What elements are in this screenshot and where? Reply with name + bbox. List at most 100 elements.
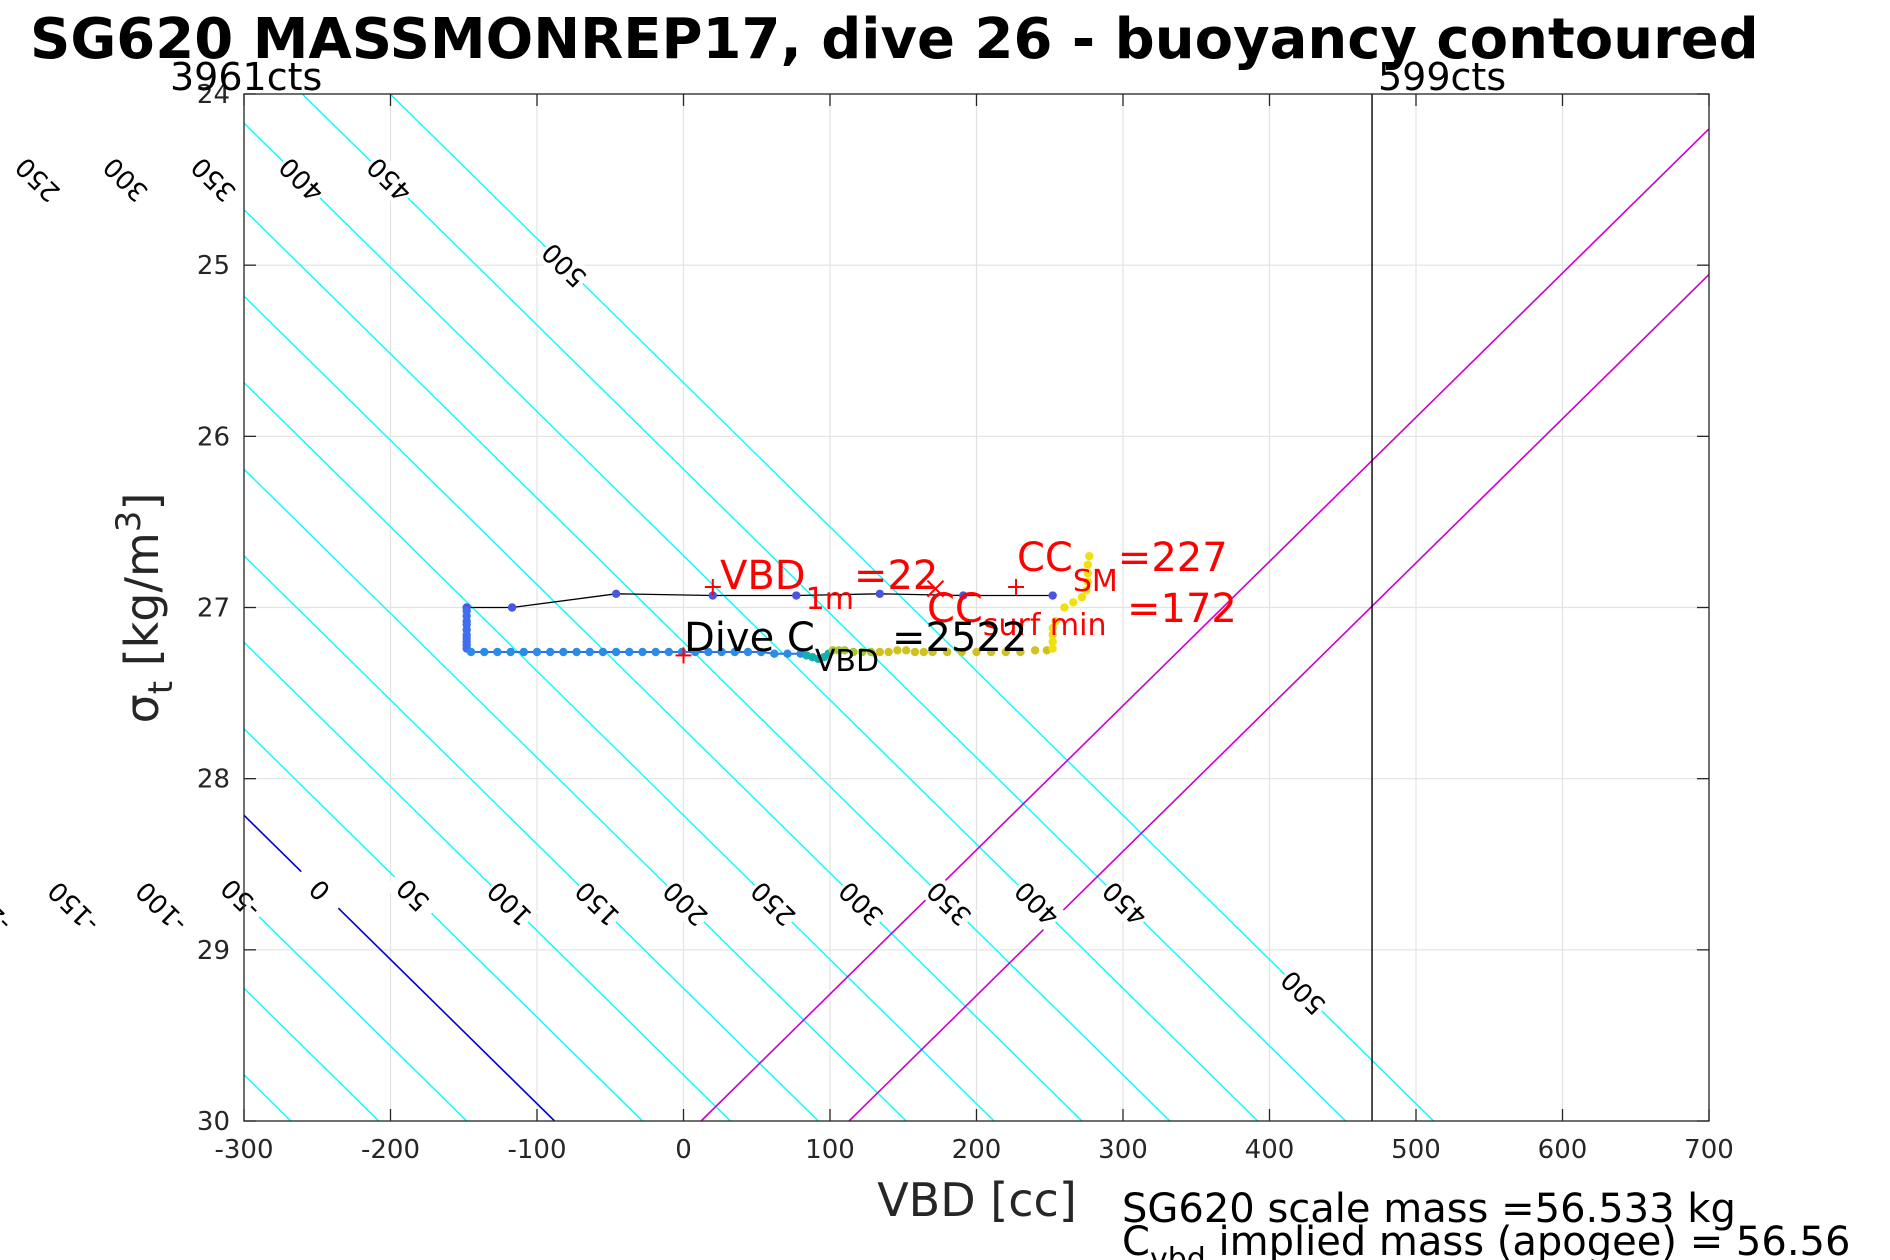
contour-label-bg	[9, 151, 67, 208]
dive-point	[919, 647, 928, 657]
ccsurf-annotation: CCsurf min	[927, 586, 1107, 643]
dive-point	[638, 647, 647, 657]
contour-line	[244, 900, 468, 1121]
dive-point	[651, 647, 660, 657]
contour-label-bg	[569, 875, 626, 932]
zero-buoyancy-line	[244, 814, 556, 1121]
x-tick-label: 200	[952, 1135, 1002, 1165]
dive-point	[928, 647, 937, 657]
contour-label-bg	[212, 870, 269, 927]
dive-points	[462, 551, 1094, 664]
contour-label: -200	[0, 875, 18, 938]
dive-point	[585, 647, 594, 657]
dive-point	[572, 647, 581, 657]
dive-point	[730, 647, 739, 657]
x-tick-label: 500	[1391, 1135, 1441, 1165]
dive-point	[545, 647, 555, 657]
dive-point	[849, 647, 858, 657]
dive-point	[506, 647, 515, 657]
dive-point	[828, 646, 838, 655]
contour-label-bg	[535, 236, 593, 294]
dive-point	[1060, 603, 1069, 612]
dive-point	[792, 591, 801, 600]
dive-point	[858, 647, 867, 657]
dive-point	[957, 647, 967, 657]
contour-line	[244, 554, 819, 1121]
y-tick-label: 29	[197, 936, 230, 966]
contour-label-bg	[832, 875, 890, 932]
dive-point	[1016, 647, 1025, 657]
dive-point	[1048, 591, 1057, 600]
dive-point	[756, 647, 766, 657]
dive-point	[466, 647, 476, 657]
contour-label-bg	[291, 861, 349, 919]
contour-line	[0, 94, 27, 1121]
scale-mass-text: SG620 scale mass =56.533 kg	[1122, 1186, 1736, 1232]
x-tick-label: -300	[214, 1135, 273, 1165]
contour-label-bg	[97, 151, 154, 208]
y-tick-label: 25	[197, 251, 230, 281]
y-tick-label: 24	[197, 80, 230, 110]
x-tick-label: 400	[1245, 1135, 1295, 1165]
contour-label-bg	[920, 875, 978, 932]
x-tick-label: 300	[1098, 1135, 1148, 1165]
dive-point	[1068, 598, 1078, 607]
dive-point	[717, 647, 726, 657]
dive-point	[691, 647, 700, 657]
contour-label-bg	[360, 151, 418, 208]
contour-line	[0, 94, 203, 1121]
dive-point	[1001, 647, 1010, 657]
dive-point	[507, 603, 517, 612]
dive-point	[625, 647, 634, 657]
dive-point	[611, 647, 621, 657]
x-tick-label: 100	[805, 1135, 855, 1165]
dive-point	[1048, 637, 1057, 646]
dive-point	[743, 647, 753, 657]
dive-point	[1051, 616, 1060, 626]
vbd1m-annotation: VBD1m=22	[720, 553, 938, 617]
cc-reference-line	[848, 273, 1709, 1121]
dive-point	[893, 646, 902, 655]
dive-point	[875, 589, 885, 599]
dive-point	[1048, 623, 1057, 633]
contour-label-bg	[185, 151, 242, 208]
dive-point	[519, 647, 529, 657]
implied-mass-text: Cvbd implied mass (apogee) = 56.56	[1122, 1219, 1850, 1260]
contour-line	[244, 641, 731, 1121]
axis-ticks: -300 -200 -100 0 100 200 300 400 500 600 700 24 25 26…	[197, 80, 1734, 1165]
contour-label: -100	[131, 875, 194, 938]
dive-point	[1048, 644, 1057, 653]
x-axis-label: VBD [cc]	[877, 1173, 1077, 1227]
dive-point	[972, 647, 981, 657]
dive-point	[664, 647, 674, 657]
dive-point	[480, 647, 489, 657]
y-axis-label: σt [kg/m3]	[109, 493, 181, 724]
contour-label-bg	[481, 875, 538, 932]
dive-point	[901, 646, 911, 655]
contour-label-bg	[273, 151, 330, 208]
contour-line	[244, 122, 1259, 1121]
x-tick-label: -200	[361, 1135, 420, 1165]
dive-point	[875, 647, 885, 657]
x-tick-label: 600	[1538, 1135, 1588, 1165]
dive-point	[708, 591, 717, 600]
contour-label: -150	[43, 875, 106, 938]
dive-point	[611, 589, 621, 599]
dive-point	[959, 591, 968, 600]
dive-point	[986, 647, 996, 657]
contour-label: 300	[98, 151, 154, 207]
vbd-limit-left-label: 3961cts	[170, 55, 322, 99]
dive-cvbd-annotation: Dive CVBD=2522	[684, 615, 1027, 679]
contour-line	[244, 727, 643, 1121]
x-tick-label: -100	[507, 1135, 566, 1165]
contour-label-bg	[656, 875, 714, 932]
contour-label-bg	[744, 875, 802, 932]
contour-label-bg	[133, 878, 190, 936]
dive-point	[559, 647, 568, 657]
dive-point	[1083, 560, 1093, 569]
dive-point	[1085, 551, 1094, 561]
dive-point	[910, 647, 920, 657]
dive-point	[1083, 569, 1093, 578]
reference-lines	[244, 94, 1709, 1121]
dive-point	[834, 646, 843, 655]
